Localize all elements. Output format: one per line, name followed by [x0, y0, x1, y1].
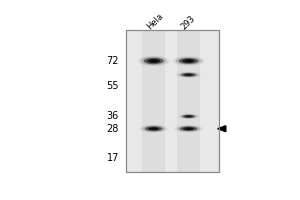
Text: 17: 17 [106, 153, 119, 163]
Ellipse shape [177, 126, 200, 132]
Text: 293: 293 [180, 14, 197, 32]
Ellipse shape [184, 74, 194, 76]
Ellipse shape [185, 60, 192, 62]
Ellipse shape [180, 126, 197, 131]
Ellipse shape [178, 114, 199, 119]
Ellipse shape [182, 59, 195, 63]
Ellipse shape [151, 128, 157, 130]
Ellipse shape [182, 115, 195, 118]
Ellipse shape [150, 60, 157, 62]
Ellipse shape [148, 127, 159, 130]
Ellipse shape [186, 128, 192, 130]
Ellipse shape [173, 56, 204, 66]
Ellipse shape [175, 125, 203, 132]
Ellipse shape [184, 115, 193, 118]
Ellipse shape [140, 125, 168, 133]
Bar [177, 30, 200, 172]
Ellipse shape [147, 59, 160, 63]
Ellipse shape [179, 58, 199, 64]
Text: 55: 55 [106, 81, 119, 91]
Ellipse shape [144, 58, 164, 64]
Ellipse shape [176, 72, 201, 78]
Ellipse shape [141, 57, 167, 65]
Polygon shape [218, 126, 226, 132]
Bar [126, 30, 219, 172]
Ellipse shape [183, 127, 194, 130]
Text: 72: 72 [106, 56, 119, 66]
Ellipse shape [180, 114, 197, 119]
Text: 28: 28 [106, 124, 119, 134]
Ellipse shape [142, 126, 165, 132]
Text: Hela: Hela [145, 12, 165, 32]
Ellipse shape [176, 57, 202, 65]
Bar [126, 30, 219, 172]
Text: 36: 36 [106, 111, 119, 121]
Ellipse shape [138, 56, 169, 66]
Ellipse shape [186, 74, 191, 75]
Ellipse shape [186, 116, 191, 117]
Bar [142, 30, 165, 172]
Ellipse shape [181, 73, 196, 77]
Ellipse shape [145, 126, 163, 131]
Ellipse shape [179, 72, 198, 77]
